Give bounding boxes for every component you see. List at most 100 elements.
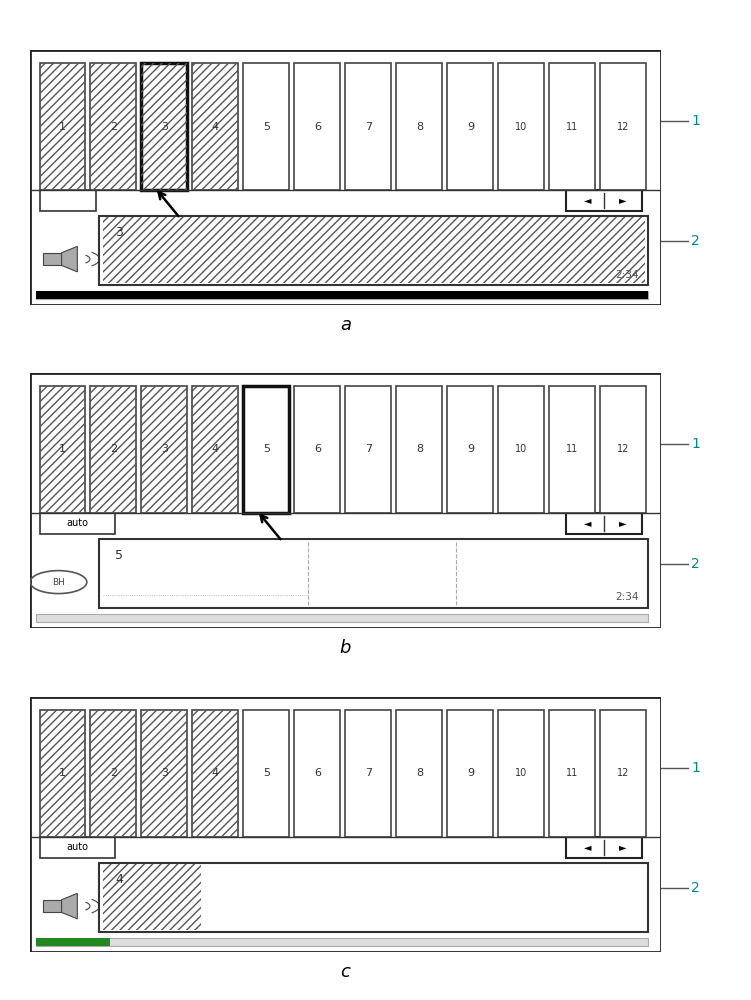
Text: 5: 5 <box>115 549 123 562</box>
Bar <box>294 386 340 513</box>
Bar <box>141 710 188 837</box>
Bar <box>243 63 289 190</box>
Bar <box>448 386 493 513</box>
Bar <box>345 386 391 513</box>
Text: 1: 1 <box>692 437 700 451</box>
Bar <box>550 710 596 837</box>
Bar <box>141 710 188 837</box>
Bar <box>345 63 391 190</box>
Text: 5: 5 <box>263 121 270 131</box>
Bar <box>397 63 442 190</box>
Text: 12: 12 <box>617 768 629 778</box>
Text: 3: 3 <box>115 226 123 239</box>
Text: 3: 3 <box>161 121 168 131</box>
Text: b: b <box>339 639 351 657</box>
Bar <box>294 710 340 837</box>
Bar <box>99 863 648 932</box>
Polygon shape <box>62 893 77 919</box>
Bar <box>36 291 648 299</box>
Text: 2: 2 <box>110 444 117 454</box>
Bar <box>36 614 648 622</box>
Text: 12: 12 <box>617 121 629 131</box>
Bar <box>91 710 137 837</box>
Bar <box>566 513 642 534</box>
Text: 9: 9 <box>467 768 474 778</box>
Text: 12: 12 <box>617 444 629 454</box>
Bar <box>499 386 544 513</box>
Bar <box>141 386 188 513</box>
Text: auto: auto <box>66 518 89 528</box>
Bar <box>43 900 62 912</box>
Bar <box>43 253 62 265</box>
Bar <box>36 938 648 946</box>
Text: 2: 2 <box>110 121 117 131</box>
Bar <box>192 710 238 837</box>
Text: 10: 10 <box>515 768 527 778</box>
Bar <box>499 63 544 190</box>
Bar <box>345 710 391 837</box>
Bar <box>192 63 238 190</box>
Bar <box>397 710 442 837</box>
Bar <box>192 63 238 190</box>
Bar <box>294 63 340 190</box>
Text: 8: 8 <box>416 444 423 454</box>
Text: 10: 10 <box>515 444 527 454</box>
Text: 2: 2 <box>692 234 700 248</box>
Bar <box>40 710 86 837</box>
Bar <box>192 710 238 837</box>
Bar <box>36 291 648 299</box>
Text: a: a <box>340 316 351 334</box>
Text: ►: ► <box>620 518 627 528</box>
Bar <box>40 63 86 190</box>
Bar <box>566 837 642 858</box>
Text: 1: 1 <box>692 761 700 775</box>
Text: 1: 1 <box>692 114 700 128</box>
Bar <box>40 837 115 858</box>
Text: 10: 10 <box>515 121 527 131</box>
Text: 7: 7 <box>365 768 372 778</box>
Bar <box>243 710 289 837</box>
Text: 4: 4 <box>115 873 123 886</box>
Bar <box>91 710 137 837</box>
Text: 9: 9 <box>467 121 474 131</box>
Bar <box>40 190 96 211</box>
Text: 2:34: 2:34 <box>615 269 639 279</box>
Text: 4: 4 <box>212 121 219 131</box>
Bar <box>550 386 596 513</box>
Text: 11: 11 <box>566 768 578 778</box>
Bar <box>40 386 86 513</box>
Text: ◄: ◄ <box>584 842 591 852</box>
Text: c: c <box>340 963 351 981</box>
Bar <box>40 710 86 837</box>
Bar <box>397 386 442 513</box>
Text: 6: 6 <box>314 121 321 131</box>
Bar <box>566 190 642 211</box>
Text: 5: 5 <box>263 768 270 778</box>
Text: 4: 4 <box>212 444 219 454</box>
Text: 6: 6 <box>314 768 321 778</box>
Bar <box>40 63 86 190</box>
Bar <box>103 217 645 283</box>
Bar <box>91 63 137 190</box>
Text: 11: 11 <box>566 444 578 454</box>
Bar <box>243 386 289 513</box>
Bar <box>499 710 544 837</box>
Bar <box>103 864 201 930</box>
Text: ◄: ◄ <box>584 518 591 528</box>
Text: 7: 7 <box>365 444 372 454</box>
Text: ►: ► <box>620 842 627 852</box>
Text: BH: BH <box>52 578 65 587</box>
Bar <box>192 386 238 513</box>
Text: 6: 6 <box>314 444 321 454</box>
Bar <box>99 539 648 608</box>
Text: 7: 7 <box>365 121 372 131</box>
Bar <box>601 386 647 513</box>
Text: 1: 1 <box>59 768 66 778</box>
Text: 5: 5 <box>263 444 270 454</box>
Text: auto: auto <box>66 842 89 852</box>
Text: 11: 11 <box>566 121 578 131</box>
Bar <box>91 386 137 513</box>
Text: 2: 2 <box>692 557 700 571</box>
Bar <box>141 63 188 190</box>
Text: 9: 9 <box>467 444 474 454</box>
